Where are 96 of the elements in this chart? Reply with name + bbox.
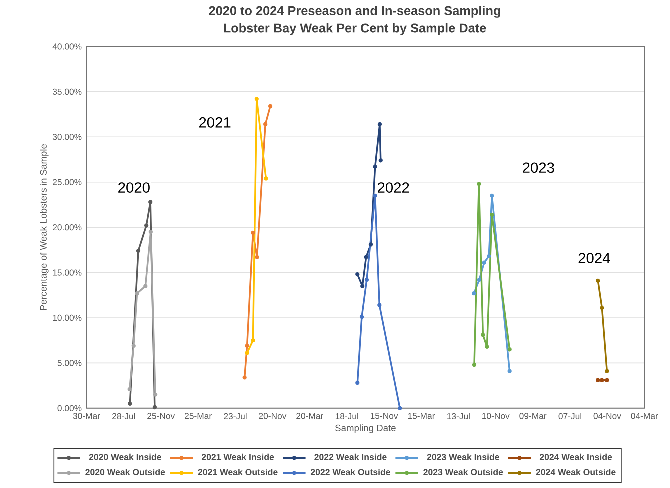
y-tick-label: 25.00% (53, 179, 82, 186)
point (144, 223, 149, 228)
x-axis-title: Sampling Date (335, 424, 396, 434)
point (605, 378, 610, 382)
x-tick-label: 09-Mar (520, 412, 547, 420)
legend-label: 2023 Weak Outside (424, 468, 504, 476)
point (472, 362, 477, 367)
point (600, 378, 604, 382)
x-tick-label: 07-Jul (558, 412, 582, 420)
point (132, 344, 136, 348)
point (364, 278, 370, 282)
point (356, 272, 360, 276)
y-tick-label: 20.00% (53, 224, 82, 230)
point (486, 254, 492, 258)
y-tick-label: 5.00% (58, 360, 82, 366)
x-tick-label: 25-Nov (148, 412, 176, 420)
point (373, 164, 378, 169)
annotation: 2020 (118, 182, 150, 193)
y-axis-title: Percentage of Weak Lobsters in Sample (40, 144, 49, 310)
y-tick-label: 15.00% (53, 269, 82, 276)
point (477, 278, 482, 282)
annotation: 2022 (378, 182, 410, 193)
point (398, 406, 402, 410)
legend-label: 2020 Weak Outside (86, 468, 166, 476)
point (251, 230, 256, 235)
point (135, 291, 140, 296)
y-tick-label: 35.00% (52, 88, 82, 95)
point (508, 369, 512, 374)
legend-label: 2020 Weak Inside (89, 454, 162, 460)
y-tick-label: 0.00% (58, 405, 82, 412)
point (368, 242, 374, 247)
x-tick-label: 13-Jul (448, 412, 470, 420)
point (490, 212, 494, 217)
point (245, 344, 250, 348)
y-tick-label: 40.00% (52, 43, 82, 50)
y-tick-label: 30.00% (52, 134, 82, 140)
point (360, 284, 365, 288)
legend-label: 2021 Weak Inside (202, 454, 274, 460)
point (378, 122, 382, 126)
point (600, 306, 604, 310)
point (128, 387, 132, 392)
y-tick-label: 10.00% (53, 314, 82, 321)
point (264, 176, 268, 181)
point (508, 347, 512, 352)
point (148, 200, 153, 204)
point (148, 230, 153, 234)
point (364, 255, 368, 260)
point (268, 104, 273, 108)
point (264, 122, 268, 126)
x-tick-label: 28-Jul (112, 412, 136, 420)
x-tick-label: 15-Nov (370, 412, 398, 419)
annotation: 2024 (578, 252, 610, 264)
annotation: 2023 (523, 162, 554, 173)
point (596, 278, 600, 283)
point (245, 350, 250, 356)
chart-title: 2020 to 2024 Preseason and In-season Sampling (209, 6, 500, 18)
point (378, 303, 382, 308)
x-tick-label: 04-Nov (594, 412, 622, 420)
point (373, 194, 378, 198)
point (356, 380, 360, 385)
legend-label: 2024 Weak Inside (540, 454, 612, 460)
x-tick-label: 30-Mar (73, 412, 100, 420)
point (360, 314, 364, 319)
x-tick-label: 15-Mar (408, 412, 436, 419)
legend-label: 2021 Weak Outside (198, 468, 278, 476)
point (485, 344, 490, 349)
x-tick-label: 20-Mar (296, 412, 324, 420)
x-tick-label: 23-Jul (224, 412, 247, 420)
point (144, 284, 148, 288)
x-tick-label: 10-Nov (482, 412, 510, 420)
point (482, 260, 486, 265)
annotation: 2021 (199, 117, 231, 128)
legend-label: 2024 Weak Outside (536, 468, 616, 476)
point (490, 194, 494, 198)
point (153, 392, 158, 397)
point (477, 182, 482, 186)
point (472, 291, 476, 296)
point (255, 255, 260, 260)
point (596, 378, 600, 382)
chart-subtitle: Lobster Bay Weak Per Cent by Sample Date (224, 23, 486, 36)
x-tick-label: 18-Jul (336, 412, 358, 420)
point (152, 405, 158, 410)
point (605, 369, 610, 374)
legend-label: 2023 Weak Inside (427, 454, 500, 460)
point (128, 402, 132, 406)
x-tick-label: 04-Mar (631, 412, 658, 420)
point (254, 96, 259, 101)
x-tick-label: 25-Mar (185, 412, 212, 420)
legend-label: 2022 Weak Outside (310, 468, 390, 476)
point (251, 338, 256, 342)
point (242, 375, 247, 380)
legend-label: 2022 Weak Inside (314, 454, 387, 460)
x-tick-label: 20-Nov (259, 412, 287, 420)
point (378, 158, 383, 162)
point (136, 248, 141, 253)
point (481, 332, 486, 337)
